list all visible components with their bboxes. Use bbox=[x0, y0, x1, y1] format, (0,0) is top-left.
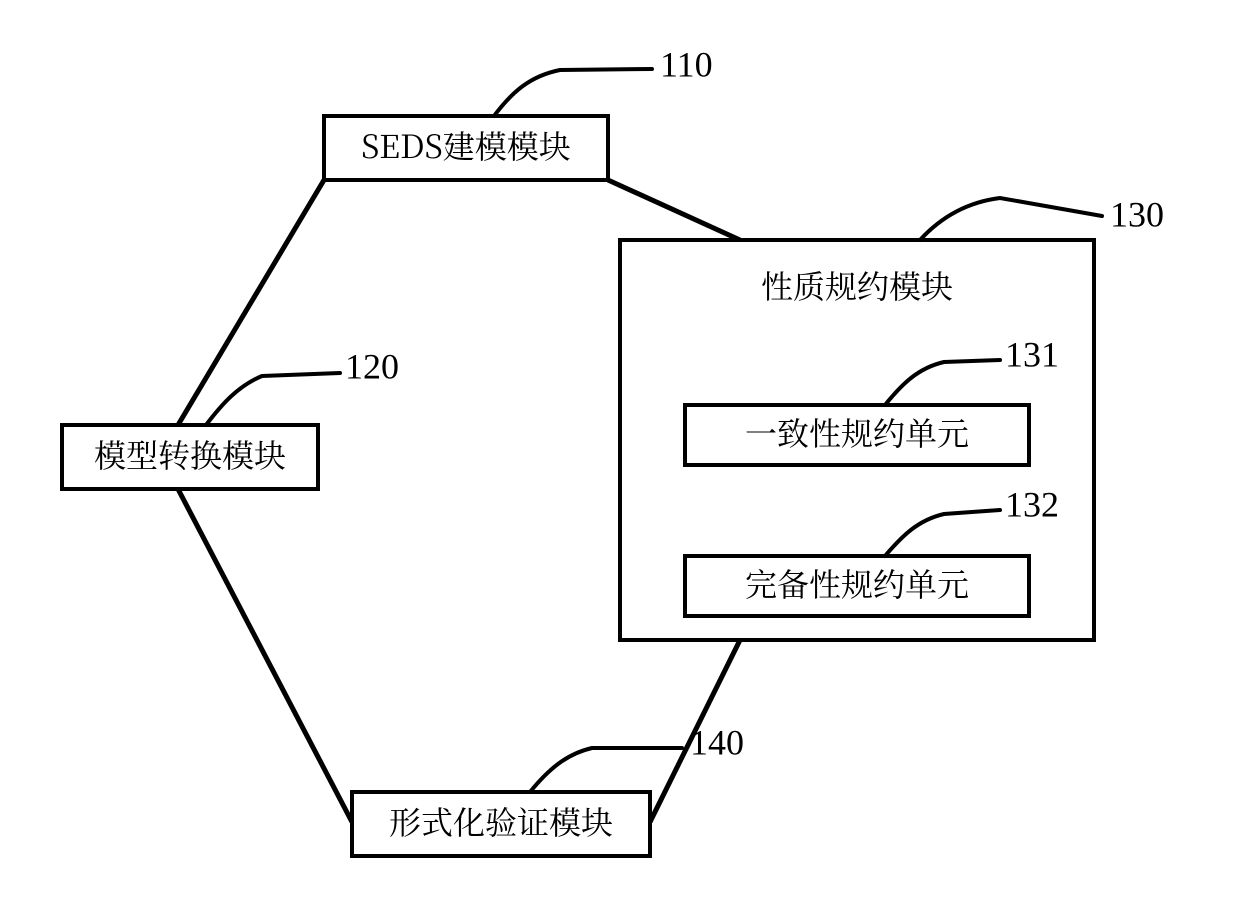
label-verify: 形式化验证模块 bbox=[389, 798, 613, 844]
label-unit1: 一致性规约单元 bbox=[745, 409, 969, 455]
refnum-seds: 110 bbox=[660, 44, 713, 84]
refnum-unit2: 132 bbox=[1005, 484, 1059, 524]
refnum-spec: 130 bbox=[1110, 194, 1164, 234]
label-seds: SEDS建模模块 bbox=[361, 122, 571, 168]
label-unit2: 完备性规约单元 bbox=[745, 560, 969, 606]
label-convert: 模型转换模块 bbox=[94, 431, 286, 477]
refnum-convert: 120 bbox=[345, 346, 399, 386]
label-spec: 性质规约模块 bbox=[761, 262, 953, 308]
refnum-unit1: 131 bbox=[1005, 334, 1059, 374]
refnum-verify: 140 bbox=[690, 722, 744, 762]
